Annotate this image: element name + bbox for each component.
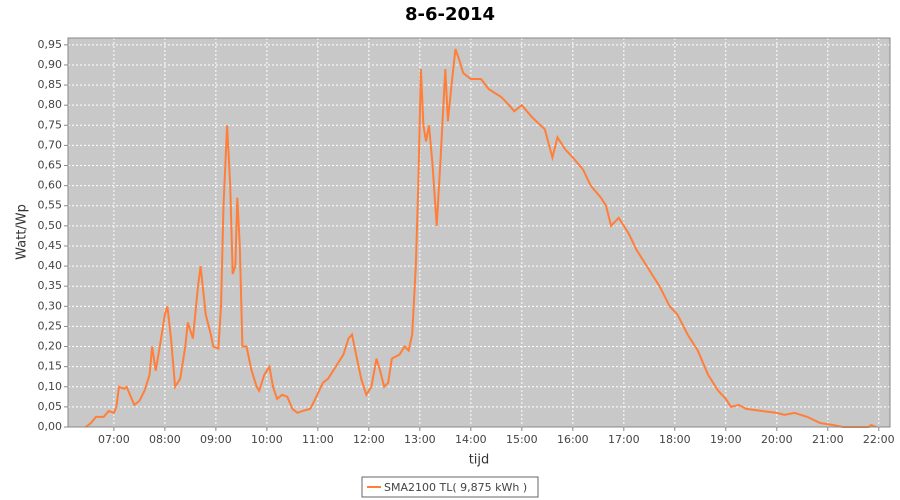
x-tick-label: 08:00 <box>149 433 181 446</box>
plot-border <box>67 37 891 428</box>
x-tick-label: 18:00 <box>659 433 691 446</box>
x-tick-label: 22:00 <box>863 433 895 446</box>
y-tick-label: 0,40 <box>38 259 63 272</box>
plot-area <box>68 38 890 427</box>
y-tick-label: 0,10 <box>38 380 63 393</box>
x-tick-label: 14:00 <box>455 433 487 446</box>
x-tick-label: 20:00 <box>761 433 793 446</box>
x-tick-label: 09:00 <box>200 433 232 446</box>
y-tick-label: 0,30 <box>38 299 63 312</box>
y-tick-label: 0,55 <box>38 199 63 212</box>
legend <box>361 476 539 498</box>
y-tick-label: 0,20 <box>38 340 63 353</box>
y-tick-label: 0,45 <box>38 239 63 252</box>
y-tick-label: 0,60 <box>38 179 63 192</box>
x-axis-label: tijd <box>469 453 490 468</box>
y-tick-label: 0,85 <box>38 78 63 91</box>
y-axis-label: Watt/Wp <box>15 204 30 260</box>
chart-title: 8-6-2014 <box>405 4 495 25</box>
y-tick-label: 0,75 <box>38 118 63 131</box>
x-tick-label: 11:00 <box>302 433 334 446</box>
y-tick-label: 0,50 <box>38 219 63 232</box>
x-tick-label: 21:00 <box>812 433 844 446</box>
y-tick-label: 0,25 <box>38 319 63 332</box>
x-tick-label: 17:00 <box>608 433 640 446</box>
x-tick-label: 12:00 <box>353 433 385 446</box>
x-tick-label: 16:00 <box>557 433 589 446</box>
series-line <box>85 48 877 428</box>
x-tick-label: 15:00 <box>506 433 538 446</box>
legend-label: SMA2100 TL( 9,875 kWh ) <box>384 481 527 494</box>
x-tick-label: 07:00 <box>98 433 130 446</box>
y-tick-label: 0,90 <box>38 58 63 71</box>
y-tick-label: 0,35 <box>38 279 63 292</box>
y-tick-label: 0,65 <box>38 159 63 172</box>
x-tick-label: 13:00 <box>404 433 436 446</box>
y-tick-label: 0,95 <box>38 38 63 51</box>
y-tick-label: 0,70 <box>38 138 63 151</box>
y-tick-label: 0,80 <box>38 98 63 111</box>
x-tick-label: 19:00 <box>710 433 742 446</box>
x-tick-label: 10:00 <box>251 433 283 446</box>
y-tick-label: 0,05 <box>38 400 63 413</box>
y-tick-label: 0,00 <box>38 420 63 433</box>
y-tick-label: 0,15 <box>38 360 63 373</box>
